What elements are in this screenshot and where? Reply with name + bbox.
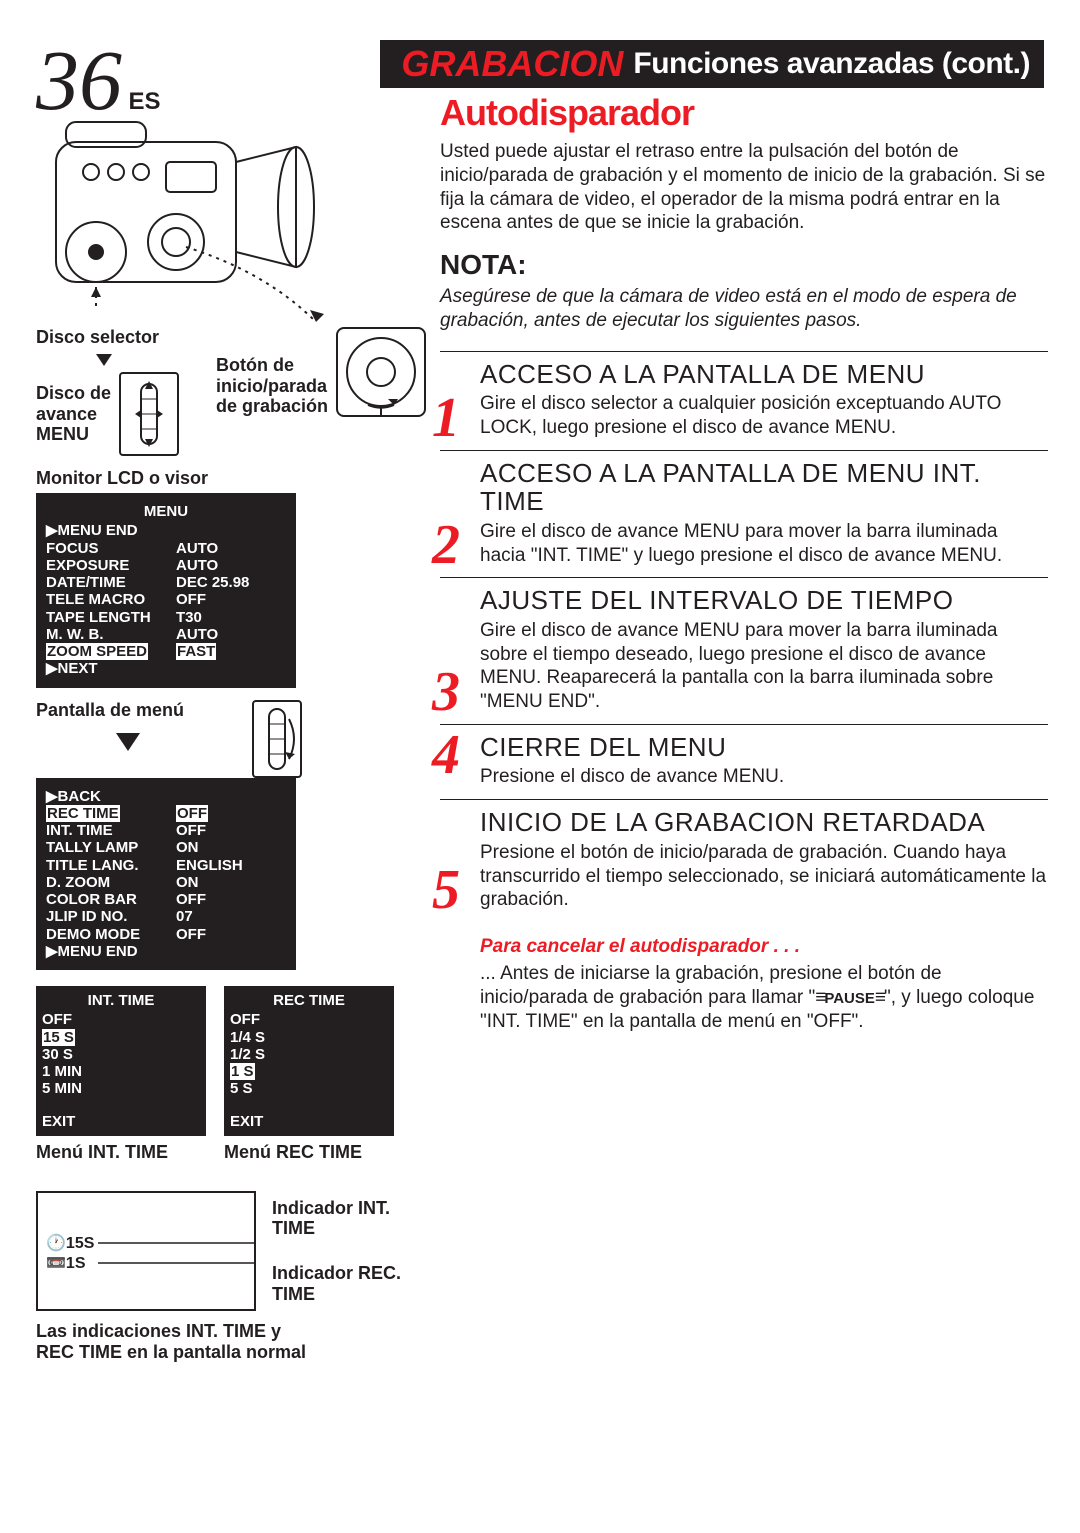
disco-selector-label: Disco selector: [36, 327, 184, 348]
menu-row: INT. TIMEOFF: [46, 822, 286, 839]
menu-row: REC TIMEOFF: [46, 805, 286, 822]
menu-item: 5 S: [230, 1080, 388, 1097]
cancel-title: Para cancelar el autodisparador . . .: [480, 936, 1048, 958]
small-menus-row: INT. TIME OFF15 S30 S1 MIN5 MIN EXIT Men…: [36, 986, 436, 1163]
dial-icon-2: [252, 700, 302, 778]
knob-icon: [336, 327, 426, 417]
menu-row: COLOR BAROFF: [46, 891, 286, 908]
menu-row: TALLY LAMPON: [46, 839, 286, 856]
step-title: ACCESO A LA PANTALLA DE MENU INT. TIME: [480, 459, 1048, 516]
menu-row: ZOOM SPEEDFAST: [46, 643, 286, 660]
indicator-labels: Indicador INT. TIME Indicador REC. TIME: [272, 1198, 401, 1305]
section-title: Autodisparador: [440, 92, 1048, 134]
menu-screen-2: ▶BACKREC TIMEOFFINT. TIMEOFFTALLY LAMPON…: [36, 778, 296, 971]
step-body: Presione el botón de inicio/parada de gr…: [480, 841, 1048, 912]
menu-row: EXPOSUREAUTO: [46, 557, 286, 574]
step-body: Gire el disco selector a cualquier posic…: [480, 392, 1048, 440]
menu-row: ▶MENU END: [46, 522, 286, 539]
menu-item: 15 S: [42, 1029, 200, 1046]
menu-item: 1 MIN: [42, 1063, 200, 1080]
menu-row: ▶NEXT: [46, 660, 286, 677]
menu-row: DATE/TIMEDEC 25.98: [46, 574, 286, 591]
camera-illustration: [36, 92, 396, 332]
step-title: INICIO DE LA GRABACION RETARDADA: [480, 808, 1048, 837]
rec-time-menu: REC TIME OFF1/4 S1/2 S1 S5 S EXIT: [224, 986, 394, 1136]
bottom-caption: Las indicaciones INT. TIME y REC TIME en…: [36, 1321, 436, 1362]
menu-item: 5 MIN: [42, 1080, 200, 1097]
rec-time-exit: EXIT: [230, 1113, 263, 1130]
step-number: 5: [432, 862, 460, 918]
intro-text: Usted puede ajustar el retraso entre la …: [440, 140, 1048, 235]
step-number: 3: [432, 664, 460, 720]
menu-item: 1/2 S: [230, 1046, 388, 1063]
menu-item: OFF: [230, 1011, 388, 1028]
menu-row: FOCUSAUTO: [46, 540, 286, 557]
step: 4CIERRE DEL MENUPresione el disco de ava…: [440, 725, 1048, 800]
int-time-exit: EXIT: [42, 1113, 75, 1130]
menu-row: JLIP ID NO.07: [46, 908, 286, 925]
dial-icon: [119, 372, 179, 456]
step-title: AJUSTE DEL INTERVALO DE TIEMPO: [480, 586, 1048, 615]
rec-time-title: REC TIME: [230, 992, 388, 1009]
menu-item: 1/4 S: [230, 1029, 388, 1046]
monitor-label: Monitor LCD o visor: [36, 468, 436, 489]
menu-row: TITLE LANG.ENGLISH: [46, 857, 286, 874]
menu-row: M. W. B.AUTO: [46, 626, 286, 643]
rec-time-label: Menú REC TIME: [224, 1142, 394, 1163]
step: 5INICIO DE LA GRABACION RETARDADAPresion…: [440, 800, 1048, 922]
header-red: GRABACION: [401, 43, 623, 85]
step-number: 4: [432, 727, 460, 783]
menu-screen-1: MENU ▶MENU ENDFOCUSAUTOEXPOSUREAUTODATE/…: [36, 493, 296, 688]
int-time-title: INT. TIME: [42, 992, 200, 1009]
step-body: Presione el disco de avance MENU.: [480, 765, 1048, 789]
menu-row: DEMO MODEOFF: [46, 926, 286, 943]
step: 1ACCESO A LA PANTALLA DE MENUGire el dis…: [440, 352, 1048, 451]
arrow-down-icon: [116, 733, 140, 751]
boton-inicio-label: Botón de inicio/parada de grabación: [216, 355, 328, 417]
int-time-label: Menú INT. TIME: [36, 1142, 206, 1163]
header-bar: GRABACION Funciones avanzadas (cont.): [380, 40, 1044, 88]
header-white: Funciones avanzadas (cont.): [633, 47, 1030, 81]
left-column: Disco selector Disco de avance MENU: [36, 92, 436, 1362]
steps-container: 1ACCESO A LA PANTALLA DE MENUGire el dis…: [440, 351, 1048, 923]
cancel-body: ... Antes de iniciarse la grabación, pre…: [480, 962, 1048, 1033]
step: 2ACCESO A LA PANTALLA DE MENU INT. TIMEG…: [440, 451, 1048, 579]
right-column: Autodisparador Usted puede ajustar el re…: [440, 92, 1048, 1033]
menu-item: 1 S: [230, 1063, 388, 1080]
menu-item: OFF: [42, 1011, 200, 1028]
indicator-int-label: Indicador INT. TIME: [272, 1198, 401, 1239]
nota-body: Asegúrese de que la cámara de video está…: [440, 285, 1048, 333]
pantalla-menu-label: Pantalla de menú: [36, 700, 236, 721]
menu-row: TELE MACROOFF: [46, 591, 286, 608]
menu1-title: MENU: [46, 503, 286, 520]
step-number: 1: [432, 390, 460, 446]
int-time-menu: INT. TIME OFF15 S30 S1 MIN5 MIN EXIT: [36, 986, 206, 1136]
menu-item: 30 S: [42, 1046, 200, 1063]
step-title: ACCESO A LA PANTALLA DE MENU: [480, 360, 1048, 389]
indicator-screen: 🕐15S 📼1S: [36, 1191, 256, 1311]
menu-row: ▶BACK: [46, 788, 286, 805]
menu-row: D. ZOOMON: [46, 874, 286, 891]
step-body: Gire el disco de avance MENU para mover …: [480, 520, 1048, 568]
menu-row: TAPE LENGTHT30: [46, 609, 286, 626]
step-number: 2: [432, 517, 460, 573]
nota-title: NOTA:: [440, 249, 1048, 281]
indicator-rec-label: Indicador REC. TIME: [272, 1263, 401, 1304]
step: 3AJUSTE DEL INTERVALO DE TIEMPOGire el d…: [440, 578, 1048, 725]
arrow-down-icon: [96, 354, 112, 366]
step-body: Gire el disco de avance MENU para mover …: [480, 619, 1048, 714]
step-title: CIERRE DEL MENU: [480, 733, 1048, 762]
menu-row: ▶MENU END: [46, 943, 286, 960]
disco-avance-label: Disco de avance MENU: [36, 383, 111, 445]
